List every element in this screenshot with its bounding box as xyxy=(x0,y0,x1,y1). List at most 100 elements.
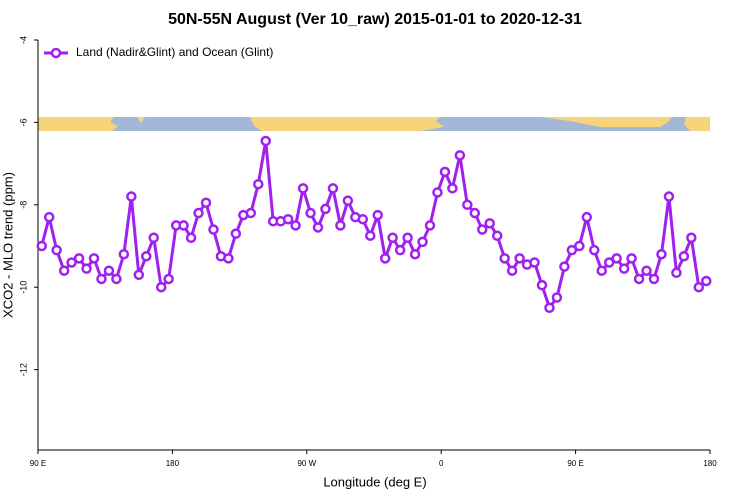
data-point xyxy=(559,261,570,272)
data-point xyxy=(484,218,495,229)
data-point xyxy=(327,183,339,194)
data-point xyxy=(663,191,675,202)
data-point xyxy=(417,236,428,248)
y-tick-label: -12 xyxy=(18,363,28,376)
data-point xyxy=(342,195,354,206)
data-point xyxy=(96,273,107,285)
data-point xyxy=(536,279,548,291)
x-axis-label: Longitude (deg E) xyxy=(323,474,426,489)
data-point xyxy=(499,253,510,264)
data-point xyxy=(454,150,466,161)
x-tick-label: 180 xyxy=(166,459,180,468)
y-tick-label: -8 xyxy=(18,201,28,209)
data-point xyxy=(551,292,563,303)
data-point xyxy=(633,273,645,285)
data-point xyxy=(596,265,607,276)
data-point xyxy=(514,253,525,264)
data-point xyxy=(603,257,615,268)
data-point xyxy=(185,232,197,244)
data-point xyxy=(320,203,331,215)
data-point xyxy=(387,232,398,244)
data-point xyxy=(506,265,518,276)
data-point xyxy=(178,220,189,231)
data-point xyxy=(223,253,234,264)
data-point xyxy=(297,183,309,194)
data-point xyxy=(491,230,503,241)
data-point xyxy=(103,265,115,276)
data-point xyxy=(656,248,667,260)
data-point xyxy=(365,230,376,241)
data-point xyxy=(529,257,540,268)
data-point xyxy=(432,187,443,198)
land-ocean-strip xyxy=(38,117,710,131)
data-point xyxy=(402,232,413,244)
legend-marker xyxy=(50,47,62,59)
data-point xyxy=(208,224,219,235)
x-tick-label: 90 E xyxy=(567,459,583,468)
data-point xyxy=(148,232,159,244)
data-point xyxy=(73,253,85,264)
y-axis-label: XCO2 - MLO trend (ppm) xyxy=(0,172,15,318)
data-point xyxy=(66,257,77,268)
x-tick-label: 90 E xyxy=(30,459,46,468)
data-point xyxy=(611,253,622,264)
data-point xyxy=(305,207,316,219)
data-point xyxy=(335,220,346,231)
data-point xyxy=(118,248,130,260)
data-point xyxy=(618,263,630,274)
data-point xyxy=(447,183,458,194)
data-point xyxy=(43,211,55,223)
data-point xyxy=(193,207,204,219)
data-point xyxy=(671,267,682,279)
data-point xyxy=(357,213,369,225)
x-tick-label: 90 W xyxy=(297,459,316,468)
x-tick-label: 0 xyxy=(439,459,444,468)
legend-label: Land (Nadir&Glint) and Ocean (Glint) xyxy=(76,45,273,59)
data-point xyxy=(253,178,264,190)
data-point xyxy=(111,273,122,285)
y-tick-label: -6 xyxy=(18,118,28,126)
y-tick-label: -4 xyxy=(18,36,28,44)
data-point xyxy=(58,265,70,276)
data-point xyxy=(36,240,47,252)
data-point xyxy=(379,253,391,264)
data-point xyxy=(133,269,145,281)
data-point xyxy=(626,253,637,264)
data-point xyxy=(409,248,421,260)
data-point xyxy=(462,199,473,211)
data-point xyxy=(589,244,600,256)
data-point xyxy=(155,281,167,293)
data-point xyxy=(260,135,271,147)
data-point xyxy=(544,302,555,314)
data-point xyxy=(686,232,697,244)
series-line xyxy=(40,140,708,312)
data-point xyxy=(701,275,712,287)
data-point xyxy=(126,191,137,202)
data-point xyxy=(641,265,652,276)
data-point xyxy=(566,244,578,256)
data-point xyxy=(678,251,690,262)
data-point xyxy=(693,281,705,293)
data-point xyxy=(312,222,324,233)
data-point xyxy=(372,209,383,221)
data-point xyxy=(469,207,481,219)
data-point xyxy=(648,273,660,285)
data-point xyxy=(245,207,257,219)
data-point xyxy=(141,251,152,262)
data-point xyxy=(163,273,174,285)
data-point xyxy=(230,228,242,239)
data-point xyxy=(477,224,488,235)
data-point xyxy=(81,263,92,274)
data-point xyxy=(574,240,585,252)
y-tick-label: -10 xyxy=(18,281,28,294)
data-point xyxy=(581,211,593,223)
chart-title: 50N-55N August (Ver 10_raw) 2015-01-01 t… xyxy=(168,11,582,28)
data-point xyxy=(394,244,406,256)
data-point xyxy=(200,197,212,208)
data-point xyxy=(88,253,100,264)
data-point xyxy=(424,220,436,231)
data-point xyxy=(290,220,301,231)
data-point xyxy=(282,213,294,225)
x-tick-label: 180 xyxy=(703,459,717,468)
